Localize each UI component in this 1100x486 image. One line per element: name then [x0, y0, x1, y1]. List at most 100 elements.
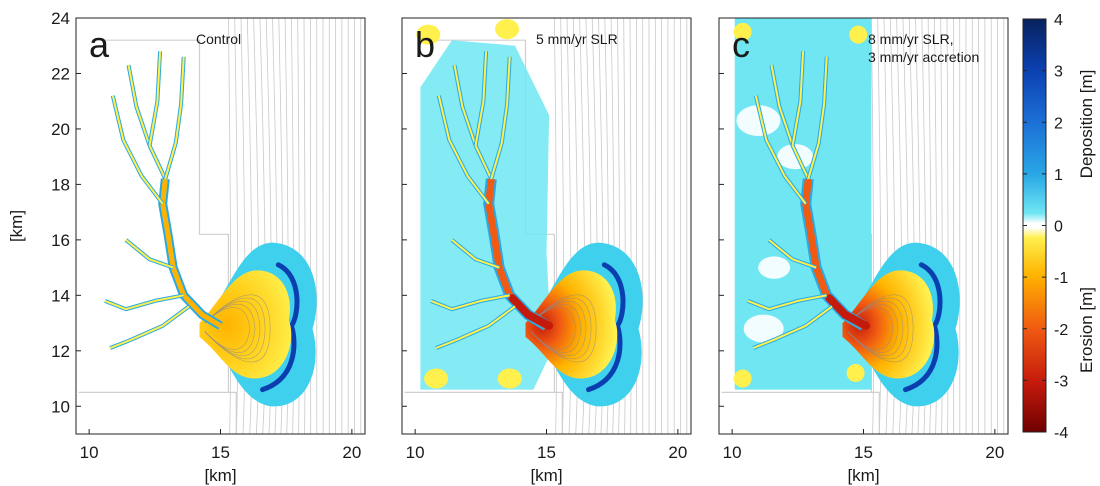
- y-tick-label: 14: [51, 286, 70, 305]
- panel-c-map: [721, 18, 1005, 434]
- x-axis-label: [km]: [204, 466, 236, 485]
- tidal-channel: [148, 51, 162, 146]
- fan-contour: [847, 294, 914, 363]
- x-tick-label: 10: [723, 443, 742, 462]
- panel-letter: a: [89, 24, 110, 65]
- colorbar-tick-label: -1: [1054, 270, 1068, 287]
- channel-bank: [109, 304, 191, 350]
- colorbar-tick-label: 1: [1054, 167, 1063, 184]
- tidal-channel: [770, 64, 810, 180]
- x-tick-label: 15: [211, 443, 230, 462]
- contour-line: [228, 18, 232, 434]
- tidal-channel: [437, 95, 490, 205]
- tidal-channel: [768, 239, 817, 269]
- x-axis-label: [km]: [847, 466, 879, 485]
- colorbar-tick-label: -2: [1054, 322, 1068, 339]
- y-tick-label: 18: [51, 175, 70, 194]
- y-tick-label: 16: [51, 231, 70, 250]
- tidal-channel: [474, 51, 488, 146]
- tidal-channel: [451, 239, 500, 269]
- y-tick-label: 22: [51, 64, 70, 83]
- panel-c: 10 15 20 [km] c 8 mm/yr SLR, 3 mm/yr accretion: [718, 17, 1009, 485]
- colorbar-tick-label: 0: [1054, 219, 1063, 236]
- fan-contour: [204, 300, 261, 356]
- channel-mouth: [825, 294, 871, 330]
- tidal-channel: [164, 56, 185, 180]
- contour-line: [871, 18, 875, 434]
- y-tick-label: 24: [51, 9, 70, 28]
- tidal-channel: [109, 305, 190, 349]
- panel-a-map: [78, 18, 362, 434]
- y-axis-label: [km]: [7, 210, 26, 242]
- colorbar-negative-label: Erosion [m]: [1077, 287, 1096, 373]
- panel-title: 3 mm/yr accretion: [868, 49, 979, 65]
- tidal-channel: [125, 239, 174, 269]
- deposition-front: [903, 262, 943, 393]
- channel-mouth: [508, 294, 554, 330]
- tidal-channel: [807, 56, 828, 180]
- tidal-channel: [752, 305, 833, 349]
- tidal-channel: [453, 64, 493, 180]
- tidal-channel: [111, 95, 164, 205]
- x-tick-label: 10: [80, 443, 99, 462]
- tidal-channel: [754, 95, 807, 205]
- tidal-channel: [791, 51, 805, 146]
- fan-contour: [530, 307, 577, 350]
- fan-contour: [204, 307, 251, 350]
- colorbar-tick-label: 3: [1054, 64, 1063, 81]
- erosion-patch: [416, 24, 441, 45]
- dry-patch: [743, 314, 784, 343]
- tidal-channel: [430, 294, 510, 311]
- erosion-patch: [846, 363, 865, 382]
- main-channel: [160, 178, 222, 328]
- y-tick-label: 20: [51, 120, 70, 139]
- panel-title: 8 mm/yr SLR,: [868, 31, 954, 47]
- y-tick-label: 12: [51, 342, 70, 361]
- tidal-channel: [747, 294, 827, 311]
- fan-contour: [847, 300, 904, 356]
- x-tick-label: 15: [854, 443, 873, 462]
- deposition-front: [586, 262, 626, 393]
- fan-contour: [204, 304, 256, 353]
- erosion-patch: [495, 19, 520, 40]
- contour-line: [554, 18, 558, 434]
- colorbar-positive-label: Deposition [m]: [1077, 70, 1096, 179]
- erosion-patch: [497, 368, 522, 389]
- erosion-patch: [424, 368, 449, 389]
- dry-patch: [736, 105, 781, 137]
- tidal-channel: [435, 305, 516, 349]
- dry-patch: [758, 256, 791, 279]
- x-tick-label: 10: [406, 443, 425, 462]
- y-tick-label: 10: [51, 397, 70, 416]
- erosion-patch: [733, 369, 752, 388]
- x-tick-label: 20: [342, 443, 361, 462]
- panel-b: 10 15 20 [km] b 5 mm/yr SLR: [401, 17, 692, 485]
- panel-letter: c: [732, 24, 750, 65]
- x-axis-label: [km]: [530, 466, 562, 485]
- colorbar-tick-label: 4: [1054, 12, 1063, 29]
- panel-letter: b: [415, 24, 435, 65]
- panel-title: Control: [196, 31, 241, 47]
- deposition-front: [260, 262, 300, 393]
- fan-contour: [847, 307, 894, 350]
- colorbar-tick-label: -3: [1054, 373, 1068, 390]
- panel-title: 5 mm/yr SLR: [536, 31, 618, 47]
- fan-contour: [847, 304, 899, 353]
- panel-b-map: [404, 18, 688, 434]
- erosion-patch: [733, 22, 752, 41]
- erosion-patch: [849, 25, 868, 44]
- fan-contour: [530, 294, 597, 363]
- fan-contour: [204, 294, 271, 363]
- channel-bank: [163, 56, 186, 180]
- colorbar-tick-label: 2: [1054, 115, 1063, 132]
- fan-contour: [530, 304, 582, 353]
- panel-a-frame: [75, 17, 366, 435]
- x-tick-label: 20: [668, 443, 687, 462]
- erosion-fan: [842, 270, 935, 379]
- erosion-fan: [525, 270, 618, 379]
- tidal-channel: [490, 56, 511, 180]
- fan-contour: [530, 300, 587, 356]
- dry-patch: [777, 144, 814, 170]
- colorbar-tick-label: -4: [1054, 425, 1068, 442]
- x-tick-label: 15: [537, 443, 556, 462]
